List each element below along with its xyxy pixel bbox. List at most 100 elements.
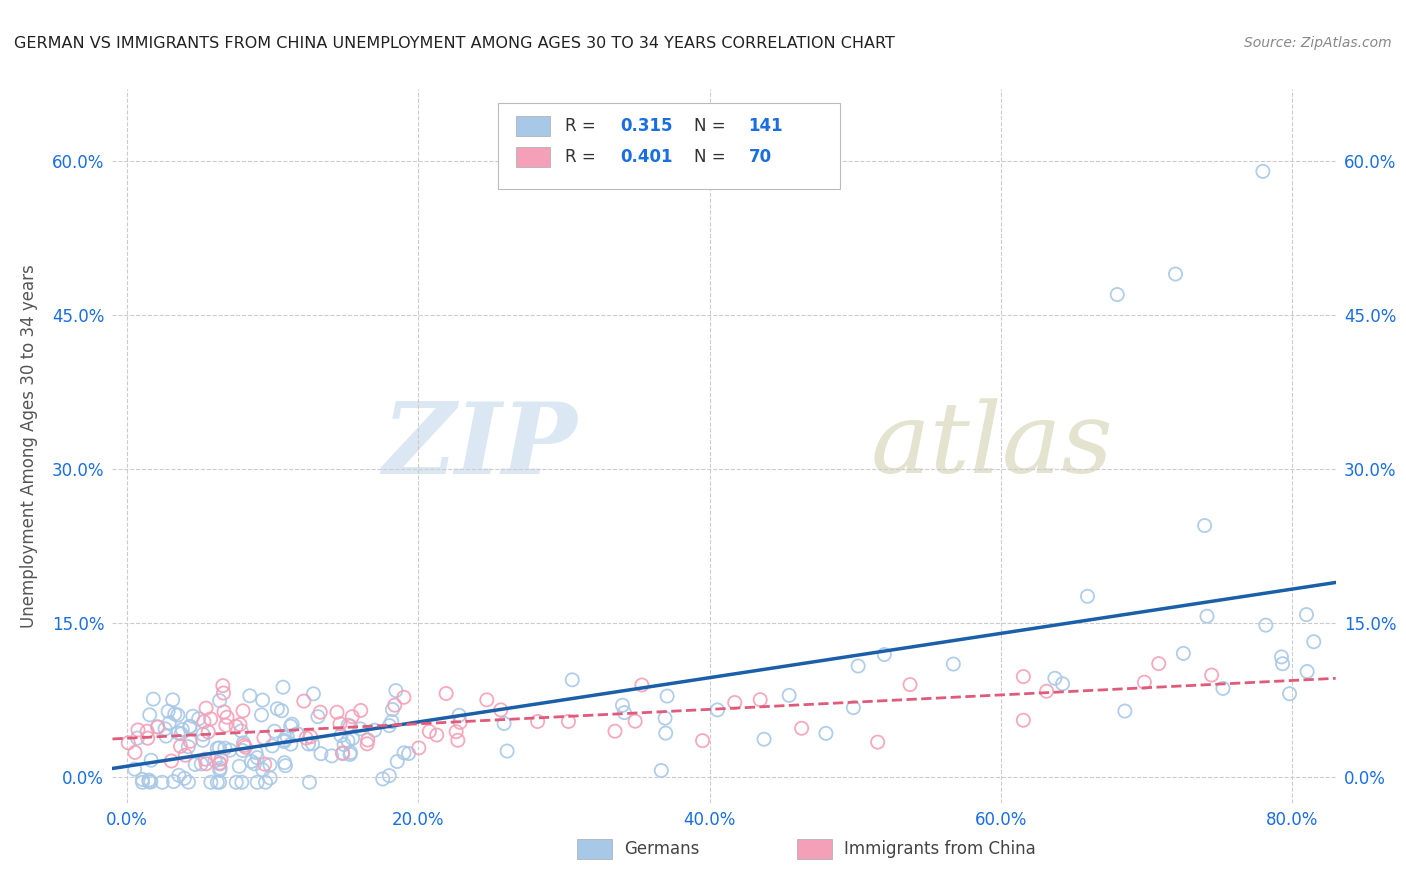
Point xyxy=(167,768,190,782)
Point xyxy=(191,733,214,747)
Point xyxy=(1271,657,1294,671)
Point xyxy=(252,763,274,777)
Point xyxy=(266,702,288,716)
Text: N =: N = xyxy=(693,118,730,136)
Point xyxy=(177,739,200,754)
Point xyxy=(298,775,321,789)
Point xyxy=(281,717,304,731)
Point xyxy=(1147,657,1170,671)
Point xyxy=(302,687,325,701)
Point xyxy=(297,737,319,751)
Point xyxy=(274,758,297,772)
Text: R =: R = xyxy=(565,148,602,166)
Point xyxy=(127,723,149,737)
Point xyxy=(162,774,184,789)
Point xyxy=(942,657,965,671)
Point xyxy=(153,722,176,736)
Point xyxy=(273,734,295,748)
Point xyxy=(1076,589,1098,603)
Point xyxy=(1107,287,1129,301)
Point xyxy=(208,756,231,771)
Text: R =: R = xyxy=(565,118,602,136)
Point xyxy=(200,712,222,726)
Point xyxy=(657,689,679,703)
Point xyxy=(136,731,159,746)
Point xyxy=(197,724,219,739)
Point xyxy=(337,718,360,732)
Point xyxy=(489,703,512,717)
Point xyxy=(752,732,775,747)
Point xyxy=(309,705,332,719)
Point xyxy=(259,771,281,785)
Point xyxy=(1012,713,1035,727)
Point xyxy=(231,723,253,738)
Point xyxy=(138,772,160,787)
Point xyxy=(392,690,415,705)
Point xyxy=(191,727,214,741)
Point xyxy=(624,714,647,729)
Point xyxy=(204,754,226,768)
Point xyxy=(117,736,139,750)
Point xyxy=(214,741,236,756)
Point xyxy=(208,756,231,770)
Point xyxy=(654,711,676,725)
Point xyxy=(846,659,869,673)
Point xyxy=(179,734,201,748)
Point xyxy=(1278,687,1301,701)
Point xyxy=(273,733,295,747)
Point xyxy=(124,746,146,760)
Point xyxy=(233,739,256,753)
Point xyxy=(475,693,498,707)
Point xyxy=(1251,164,1274,178)
Bar xyxy=(578,839,612,859)
Point xyxy=(243,756,266,771)
Text: N =: N = xyxy=(693,148,730,166)
Text: 0.401: 0.401 xyxy=(620,148,672,166)
Point xyxy=(246,750,269,764)
Point xyxy=(349,722,371,736)
Text: 0.315: 0.315 xyxy=(620,118,672,136)
Point xyxy=(146,720,169,734)
Point xyxy=(157,715,180,730)
Point xyxy=(329,716,352,731)
Point xyxy=(273,756,295,770)
Point xyxy=(631,678,654,692)
Point xyxy=(866,735,889,749)
Point xyxy=(259,757,281,772)
Point xyxy=(205,741,228,756)
Point xyxy=(131,772,153,787)
Point xyxy=(142,692,165,706)
Point xyxy=(157,704,180,718)
Point xyxy=(447,733,470,747)
Point xyxy=(280,737,302,751)
Point xyxy=(179,720,201,734)
Text: Germans: Germans xyxy=(624,840,699,858)
Point xyxy=(179,719,201,733)
Point xyxy=(167,726,190,740)
Point xyxy=(250,708,273,723)
Text: Immigrants from China: Immigrants from China xyxy=(844,840,1036,858)
Point xyxy=(408,740,430,755)
Point xyxy=(706,703,728,717)
Point xyxy=(449,715,471,730)
Point xyxy=(163,706,186,721)
Point xyxy=(1035,684,1057,698)
Point xyxy=(276,730,298,744)
Point xyxy=(654,726,676,740)
Point xyxy=(749,692,772,706)
Point xyxy=(211,679,233,693)
Point xyxy=(449,708,471,723)
Point xyxy=(692,733,714,747)
Point xyxy=(339,746,361,760)
Point xyxy=(1133,675,1156,690)
Point xyxy=(162,693,184,707)
Point xyxy=(339,719,361,733)
Point xyxy=(127,731,149,745)
Point xyxy=(208,693,231,707)
Point xyxy=(229,717,252,731)
Point xyxy=(309,747,332,761)
Point xyxy=(371,772,394,786)
Point xyxy=(225,775,247,789)
Point xyxy=(814,726,837,740)
Point xyxy=(173,772,195,786)
